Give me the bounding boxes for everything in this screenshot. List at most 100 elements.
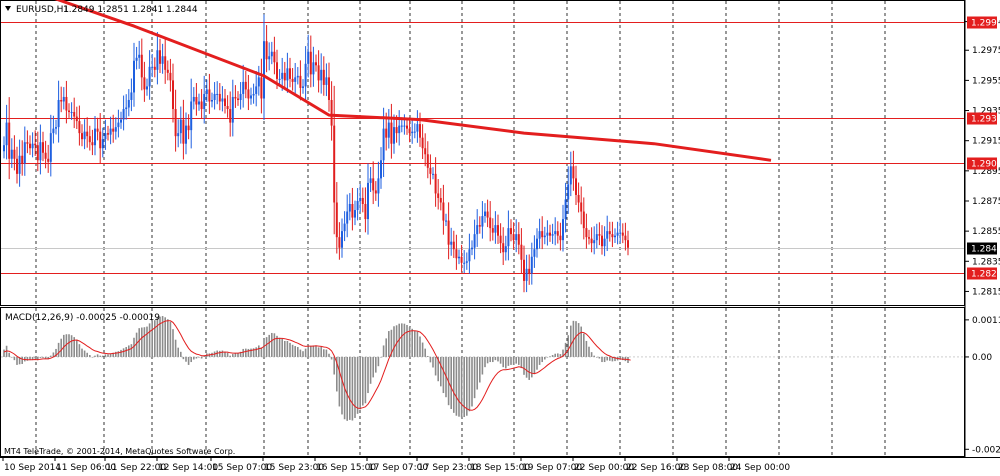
macd-bar <box>619 356 621 360</box>
macd-bar <box>476 356 478 390</box>
candle-body <box>325 77 328 85</box>
macd-bar <box>99 355 101 357</box>
macd-bar <box>562 349 564 357</box>
macd-bar <box>414 330 416 357</box>
candle-body <box>616 232 619 236</box>
macd-bar <box>258 345 260 357</box>
candle-body <box>91 142 94 146</box>
macd-bar <box>229 355 231 357</box>
candle-body <box>525 268 528 281</box>
macd-bar <box>226 352 229 357</box>
candle-body <box>234 96 237 99</box>
macd-bar <box>614 356 616 362</box>
macd-bar <box>440 356 442 387</box>
candle-body <box>299 75 302 88</box>
candle-body <box>65 96 68 111</box>
candle-body <box>419 124 421 138</box>
candle-body <box>304 63 307 87</box>
macd-bar <box>26 356 29 361</box>
macd-bar <box>151 321 153 357</box>
candle-body <box>512 234 515 241</box>
candle-body <box>101 139 104 149</box>
candle-body <box>333 125 336 203</box>
candle-body <box>322 69 325 85</box>
macd-bar <box>109 353 112 357</box>
macd-bar <box>190 356 192 363</box>
macd-bar <box>354 356 356 418</box>
time-tick-label: 10 Sep 2014 <box>4 463 61 473</box>
candle-body <box>208 89 211 102</box>
macd-bar <box>169 321 172 357</box>
macd-bar <box>34 356 36 359</box>
macd-bar <box>143 327 146 357</box>
candle-body <box>549 232 551 236</box>
candle-body <box>109 128 112 135</box>
macd-bar <box>330 356 333 360</box>
candle-body <box>494 225 497 233</box>
candle-body <box>515 234 518 241</box>
macd-bar <box>557 353 559 357</box>
macd-bar <box>117 351 120 357</box>
macd-bar <box>39 356 42 358</box>
candle-body <box>411 131 414 134</box>
level-price-box <box>967 267 997 280</box>
candle-body <box>166 69 169 73</box>
macd-bar <box>385 338 387 357</box>
candle-body <box>291 78 294 82</box>
candle-body <box>491 228 494 233</box>
macd-bar <box>479 356 481 383</box>
macd-bar <box>434 356 437 376</box>
macd-bar <box>585 340 588 357</box>
macd-bar <box>307 345 309 357</box>
level-lines <box>1 22 964 274</box>
candle-body <box>486 211 489 218</box>
candle-body <box>192 96 195 102</box>
macd-bar <box>570 325 572 357</box>
level-price-label: 1.2994 <box>971 19 1000 29</box>
candle-body <box>70 112 73 114</box>
macd-bar <box>603 356 606 363</box>
candle-body <box>408 128 411 134</box>
candle-body <box>406 125 408 129</box>
candle-body <box>471 247 473 250</box>
candle-body <box>10 149 13 159</box>
macd-panel[interactable] <box>0 307 965 457</box>
macd-bar <box>351 356 354 421</box>
candle-body <box>434 173 437 194</box>
macd-bar <box>50 355 52 357</box>
level-price-label: 1.2827 <box>971 270 1000 280</box>
macd-bar <box>135 332 138 357</box>
macd-bar <box>317 347 320 357</box>
macd-bar <box>406 324 408 357</box>
candle-body <box>473 234 476 248</box>
macd-bar <box>502 356 504 368</box>
macd-bar <box>78 344 81 357</box>
candle-body <box>39 142 42 161</box>
candle-body <box>447 220 450 245</box>
candle-body <box>21 155 24 164</box>
candle-body <box>382 128 385 161</box>
candle-body <box>530 256 533 274</box>
candle-body <box>263 41 265 99</box>
candle-body <box>541 231 544 238</box>
candle-body <box>499 235 502 244</box>
candle-body <box>55 127 57 129</box>
macd-bar <box>601 356 603 363</box>
macd-bar <box>216 350 218 357</box>
macd-bar <box>81 348 83 357</box>
candle-body <box>117 122 120 128</box>
candle-body <box>348 204 351 212</box>
candle-body <box>538 231 541 239</box>
candle-body <box>307 51 310 64</box>
price-panel[interactable] <box>0 0 965 306</box>
candle-body <box>52 128 55 134</box>
macd-bar <box>333 356 335 375</box>
macd-bar <box>458 356 460 417</box>
macd-bar <box>364 356 367 404</box>
macd-bar <box>497 356 499 362</box>
candle-body <box>380 160 382 179</box>
macd-bar <box>63 334 65 357</box>
macd-bar <box>156 317 159 357</box>
candle-body <box>231 96 234 123</box>
